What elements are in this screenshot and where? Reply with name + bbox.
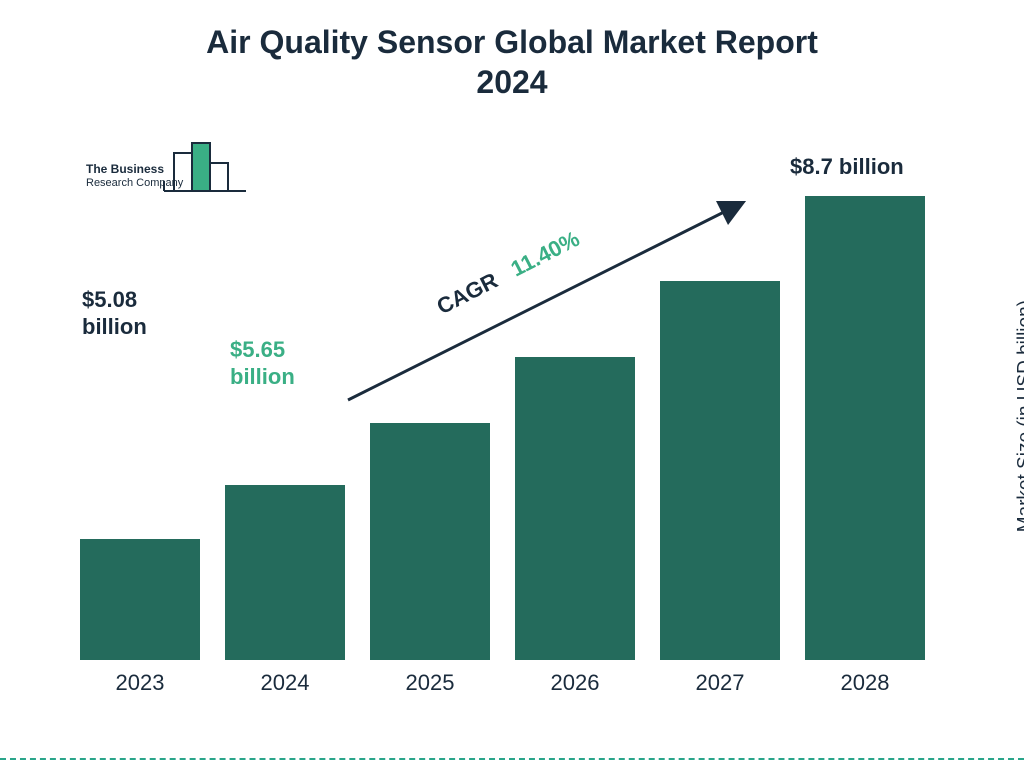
title-line2: 2024 [0,62,1024,102]
value-2024-unit: billion [230,364,295,390]
page-root: Air Quality Sensor Global Market Report … [0,0,1024,768]
y-axis-label: Market Size (in USD billion) [1014,300,1024,532]
bar-2028 [805,196,925,660]
x-category: 2026 [515,670,635,696]
bar-2023 [80,539,200,660]
plot-area: 2023 2024 2025 2026 2027 2028 $5.08 bill… [80,130,930,660]
x-category: 2028 [805,670,925,696]
bar-chart: 2023 2024 2025 2026 2027 2028 $5.08 bill… [70,130,940,690]
title-line1: Air Quality Sensor Global Market Report [206,24,818,60]
value-2028-text: $8.7 billion [790,154,904,179]
x-category: 2027 [660,670,780,696]
value-2024-amount: $5.65 [230,337,295,363]
x-category: 2024 [225,670,345,696]
x-category: 2023 [80,670,200,696]
value-label-2028: $8.7 billion [790,154,904,180]
value-label-2023: $5.08 billion [82,287,147,340]
value-2023-amount: $5.08 [82,287,147,313]
value-2023-unit: billion [82,314,147,340]
cagr-arrow-icon [338,185,758,415]
bar-2025 [370,423,490,660]
value-label-2024: $5.65 billion [230,337,295,390]
footer-divider [0,758,1024,760]
chart-title: Air Quality Sensor Global Market Report … [0,22,1024,102]
bar-2024 [225,485,345,660]
x-category: 2025 [370,670,490,696]
